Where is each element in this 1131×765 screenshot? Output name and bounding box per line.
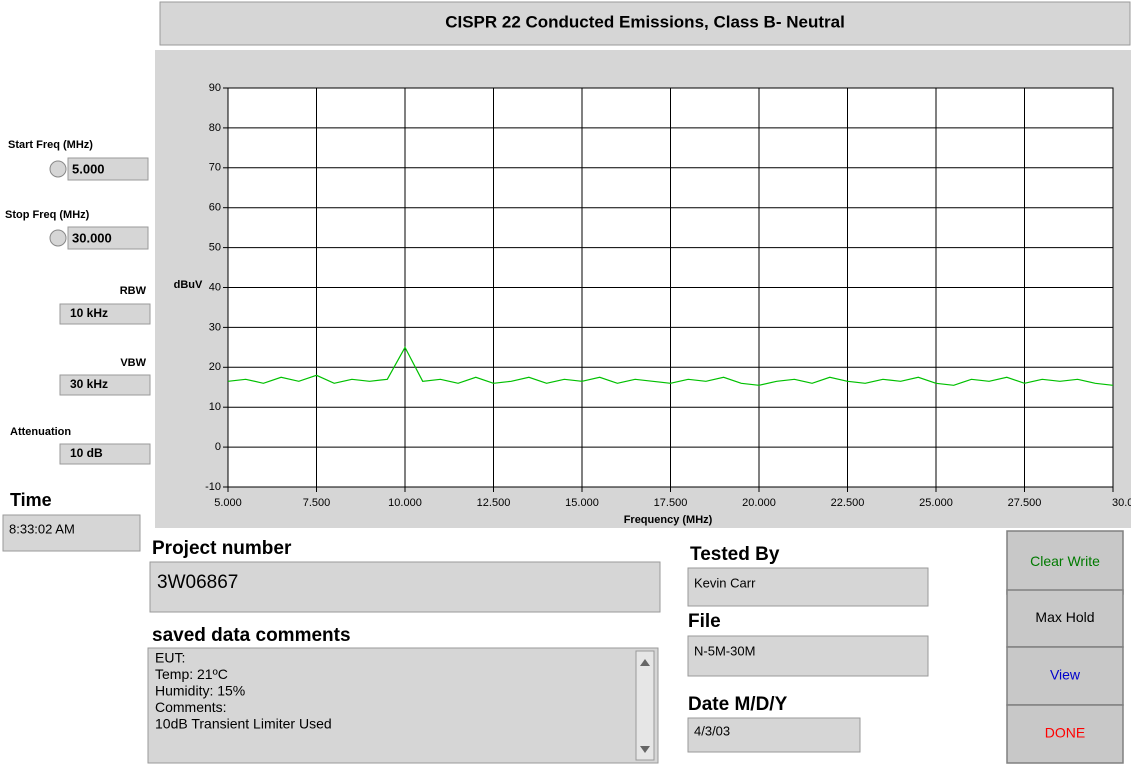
button[interactable] (1006, 530, 1124, 595)
x-tick-label: 20.000 (742, 497, 776, 509)
vbw-input[interactable] (59, 374, 151, 396)
comments-label: saved data comments (152, 625, 351, 646)
y-tick-label: 70 (209, 162, 221, 174)
time-box (2, 514, 141, 552)
y-tick-label: 20 (209, 361, 221, 373)
scrollbar[interactable] (635, 650, 655, 761)
x-axis-label: Frequency (MHz) (624, 514, 713, 526)
tested-by-label: Tested By (690, 544, 780, 565)
y-tick-label: 50 (209, 242, 221, 254)
project-box[interactable] (149, 561, 661, 613)
vbw-label: VBW (120, 357, 146, 369)
date-value: 4/3/03 (694, 723, 730, 738)
x-tick-label: 22.500 (831, 497, 865, 509)
x-tick-label: 10.000 (388, 497, 422, 509)
time-value: 8:33:02 AM (9, 521, 75, 536)
comment-line: EUT: (155, 650, 185, 666)
x-tick-label: 27.500 (1008, 497, 1042, 509)
x-tick-label: 15.000 (565, 497, 599, 509)
stop-freq-input[interactable] (67, 226, 149, 250)
x-tick-label: 7.500 (303, 497, 331, 509)
tested-by-value: Kevin Carr (694, 575, 756, 590)
button-label: DONE (1045, 725, 1085, 741)
comments-box[interactable] (147, 647, 659, 764)
title-box (159, 1, 1131, 46)
y-tick-label: 40 (209, 281, 221, 293)
button-label: View (1050, 667, 1081, 683)
stop-freq-value: 30.000 (72, 230, 112, 245)
x-tick-label: 5.000 (214, 497, 242, 509)
project-value: 3W06867 (157, 572, 238, 593)
project-label: Project number (152, 538, 292, 559)
start-freq-spinner[interactable] (49, 160, 67, 178)
stop-freq-spinner[interactable] (49, 229, 67, 247)
button[interactable] (1006, 589, 1124, 648)
y-tick-label: 0 (215, 441, 221, 453)
date-label: Date M/D/Y (688, 694, 788, 715)
button-label: Max Hold (1035, 609, 1094, 625)
x-tick-label: 12.500 (477, 497, 511, 509)
y-axis-label: dBuV (174, 279, 203, 291)
rbw-label: RBW (120, 285, 147, 297)
comment-line: 10dB Transient Limiter Used (155, 716, 332, 732)
attenuation-label: Attenuation (10, 426, 71, 438)
tested-by-box[interactable] (687, 567, 929, 607)
button[interactable] (1006, 646, 1124, 706)
button[interactable] (1006, 704, 1124, 764)
x-tick-label: 17.500 (654, 497, 688, 509)
data-line (227, 346, 1114, 386)
stop-freq-label: Stop Freq (MHz) (5, 209, 90, 221)
y-tick-label: 30 (209, 321, 221, 333)
vbw-value: 30 kHz (70, 377, 108, 391)
rbw-input[interactable] (59, 303, 151, 325)
y-tick-label: 60 (209, 202, 221, 214)
attenuation-input[interactable] (59, 443, 151, 465)
button-label: Clear Write (1030, 553, 1100, 569)
chart-title: CISPR 22 Conducted Emissions, Class B- N… (445, 12, 845, 31)
comment-line: Temp: 21ºC (155, 666, 228, 682)
y-tick-label: 80 (209, 122, 221, 134)
rbw-value: 10 kHz (70, 306, 108, 320)
start-freq-input[interactable] (67, 157, 149, 181)
y-tick-label: 10 (209, 401, 221, 413)
comment-line: Humidity: 15% (155, 683, 245, 699)
file-box[interactable] (687, 635, 929, 677)
x-tick-label: 25.000 (919, 497, 953, 509)
x-tick-label: 30.000 (1112, 497, 1131, 509)
start-freq-value: 5.000 (72, 161, 105, 176)
attenuation-value: 10 dB (70, 446, 103, 460)
time-label: Time (10, 490, 52, 510)
file-value: N-5M-30M (694, 643, 755, 658)
y-tick-label: -10 (205, 481, 221, 493)
file-label: File (688, 611, 721, 632)
start-freq-label: Start Freq (MHz) (8, 139, 93, 151)
date-box[interactable] (687, 717, 861, 753)
comment-line: Comments: (155, 699, 227, 715)
y-tick-label: 90 (209, 82, 221, 94)
